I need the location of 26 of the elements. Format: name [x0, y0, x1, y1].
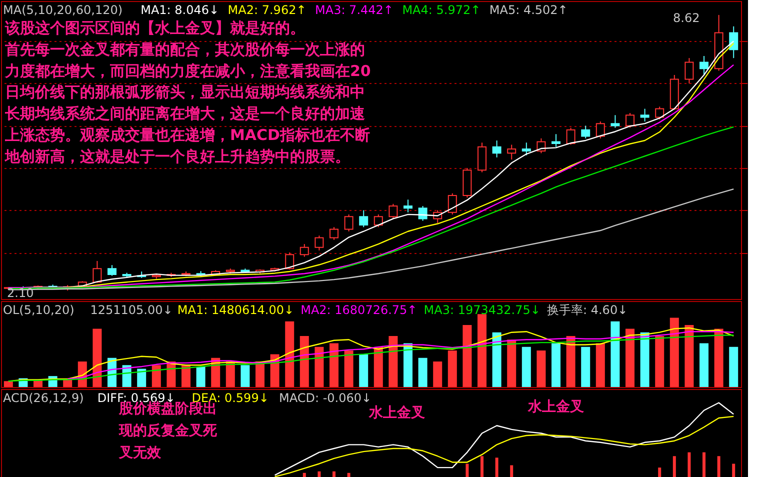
annotation: MACD: -0.060↓	[279, 391, 372, 405]
annotation: 日均价线下的那根弧形箭头，显示出短期均线系统和中	[5, 83, 365, 102]
annotation: 力度都在增大，而回档的力度在减小，注意看我画在20	[4, 62, 371, 80]
annotation: 换手率: 4.60↓	[547, 303, 628, 317]
annotation: 长期均线系统之间的距离在增大，这是一个良好的加速	[4, 104, 366, 123]
text: MA4: 5.972↑	[402, 3, 481, 17]
text: MA1: 1480614.00↓	[177, 303, 294, 317]
text: MA1: 8.046↓	[140, 3, 220, 17]
annotation: 现的反复金叉死	[118, 422, 218, 439]
annotation: 叉无效	[118, 445, 162, 461]
annotation: ACD(26,12,9)	[3, 391, 84, 405]
annotation: 首先每一次金叉都有量的配合，其次股价每一次上涨的	[4, 40, 365, 58]
annotation: MA(5,10,20,60,120)	[3, 3, 123, 17]
annotation: 地创新高，这就是处于一个良好上升趋势中的股票。	[4, 147, 350, 166]
text: MA5: 4.502↑	[489, 3, 568, 17]
text: MA3: 7.442↑	[315, 3, 394, 17]
annotation: 1251105.00↓	[90, 303, 173, 317]
annotation: 水上金叉	[368, 405, 425, 421]
annotation: 该股这个图示区间的【水上金叉】就是好的。	[4, 19, 305, 37]
text: MA2: 7.962↑	[228, 3, 306, 17]
annotation: 8.62	[673, 11, 700, 25]
text: MA2: 1680726.75↑	[300, 303, 418, 317]
annotation: 水上金叉	[527, 399, 584, 415]
annotation: 上涨态势。观察成交量也在递增，MACD指标也在不断	[4, 126, 370, 144]
text: MA3: 1973432.75↓	[424, 303, 540, 317]
annotation: OL(5,10,20)	[3, 303, 74, 317]
